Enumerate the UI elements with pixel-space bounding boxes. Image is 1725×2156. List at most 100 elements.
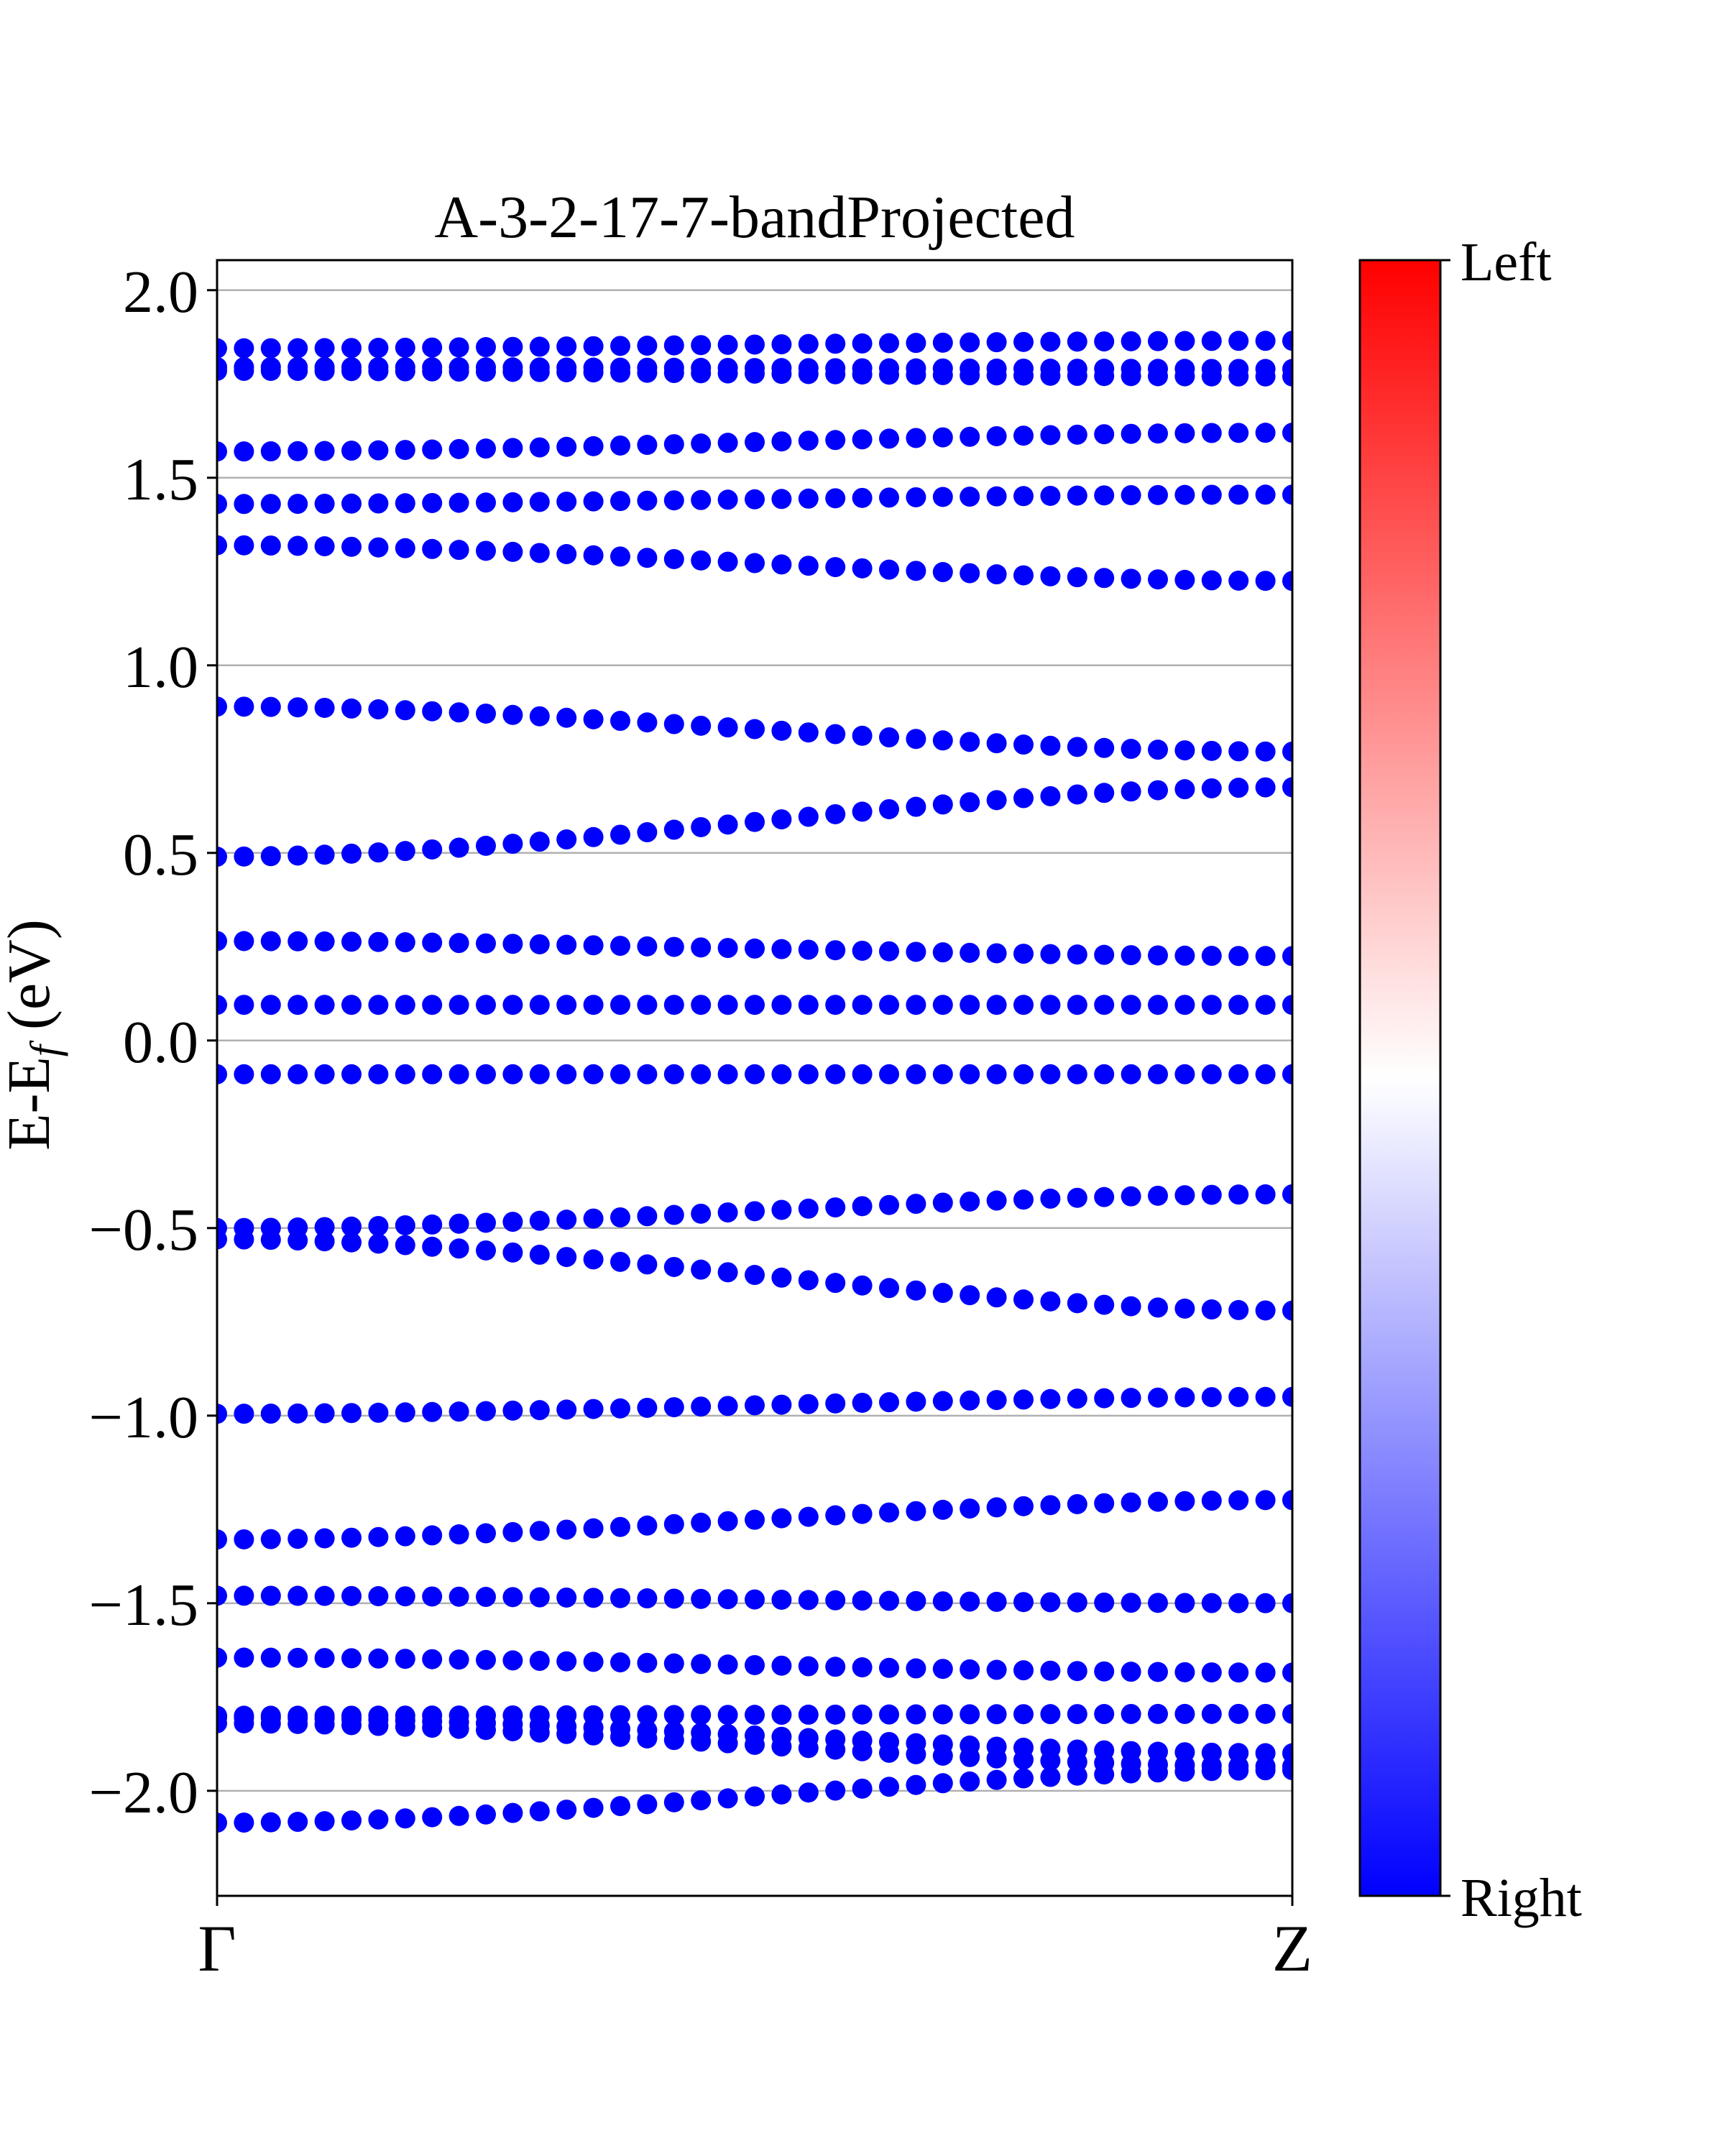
band-point	[1174, 1387, 1195, 1408]
band-20	[217, 1713, 1292, 1777]
band-point	[1148, 1662, 1168, 1682]
band-point	[288, 931, 308, 952]
band-point	[341, 1810, 362, 1831]
band-point	[1067, 1592, 1087, 1613]
band-point	[717, 1654, 738, 1675]
band-point	[1228, 1593, 1249, 1613]
band-point	[879, 995, 899, 1015]
band-point	[217, 1064, 227, 1084]
band-point	[663, 1705, 684, 1726]
band-point	[288, 338, 308, 359]
band-point	[717, 1589, 738, 1610]
band-point	[717, 1202, 738, 1223]
band-point	[476, 438, 496, 459]
band-point	[879, 364, 899, 385]
band-4	[217, 423, 1292, 462]
band-point	[583, 995, 604, 1015]
band-point	[395, 700, 415, 721]
band-point	[1013, 1749, 1034, 1770]
band-point	[217, 535, 227, 556]
band-point	[1174, 740, 1195, 761]
band-point	[879, 1590, 899, 1611]
band-point	[906, 1590, 926, 1611]
band-point	[1228, 1064, 1249, 1084]
band-point	[610, 1516, 630, 1537]
band-point	[1201, 1703, 1222, 1724]
band-point	[260, 1064, 281, 1084]
band-point	[583, 1651, 604, 1672]
band-point	[771, 1784, 792, 1805]
band-point	[825, 724, 846, 745]
band-point	[798, 1782, 819, 1803]
band-point	[1040, 566, 1061, 586]
band-point	[1228, 1490, 1249, 1511]
band-point	[422, 538, 443, 559]
band-point	[1228, 1703, 1249, 1724]
band-point	[260, 1812, 281, 1833]
band-point	[1094, 783, 1115, 803]
band-point	[217, 847, 227, 867]
band-point	[448, 837, 469, 858]
band-point	[932, 1192, 953, 1213]
band-point	[341, 1648, 362, 1669]
band-point	[825, 430, 846, 451]
band-point	[717, 551, 738, 572]
band-point	[825, 1197, 846, 1218]
band-point	[502, 834, 523, 854]
band-point	[476, 703, 496, 724]
band-6	[217, 535, 1292, 591]
y-axis-label: E-Ef (eV)	[0, 919, 68, 1151]
band-point	[1013, 565, 1034, 586]
band-point	[771, 1508, 792, 1529]
band-point	[960, 426, 980, 447]
band-point	[556, 1651, 577, 1672]
band-point	[234, 846, 254, 867]
band-point	[1228, 946, 1249, 967]
band-point	[502, 336, 523, 357]
band-point	[906, 333, 926, 354]
band-point	[260, 1404, 281, 1424]
band-point	[476, 1240, 496, 1261]
band-point	[529, 543, 550, 563]
band-point	[1255, 331, 1276, 351]
band-point	[932, 1591, 953, 1612]
band-point	[1201, 331, 1222, 351]
band-point	[476, 1804, 496, 1825]
band-point	[1148, 1593, 1168, 1613]
band-point	[217, 931, 227, 952]
band-point	[314, 995, 335, 1015]
band-point	[1040, 1592, 1061, 1613]
band-point	[879, 428, 899, 449]
band-point	[234, 1404, 254, 1424]
band-point	[1201, 778, 1222, 798]
band-point	[1228, 778, 1249, 798]
band-point	[529, 1801, 550, 1822]
band-point	[502, 1400, 523, 1421]
band-point	[717, 1788, 738, 1809]
band-point	[234, 931, 254, 952]
band-point	[879, 1392, 899, 1413]
band-point	[1040, 1751, 1061, 1772]
band-point	[395, 1649, 415, 1669]
band-point	[960, 1771, 980, 1792]
band-point	[422, 361, 443, 382]
band-point	[852, 333, 873, 354]
band-point	[556, 707, 577, 728]
band-point	[1067, 737, 1087, 757]
band-point	[879, 798, 899, 819]
band-point	[1174, 1298, 1195, 1319]
band-point	[717, 1064, 738, 1084]
band-point	[1040, 944, 1061, 964]
band-10	[217, 995, 1292, 1015]
band-point	[637, 1588, 658, 1609]
band-point	[1228, 995, 1249, 1015]
band-point	[1282, 1300, 1292, 1321]
band-point	[986, 1659, 1007, 1680]
svg-text:E-Ef (eV): E-Ef (eV)	[0, 919, 68, 1151]
band-point	[314, 1217, 335, 1238]
band-point	[1282, 1662, 1292, 1683]
band-point	[1228, 423, 1249, 443]
band-point	[663, 363, 684, 384]
band-point	[1013, 1389, 1034, 1410]
band-point	[932, 487, 953, 507]
